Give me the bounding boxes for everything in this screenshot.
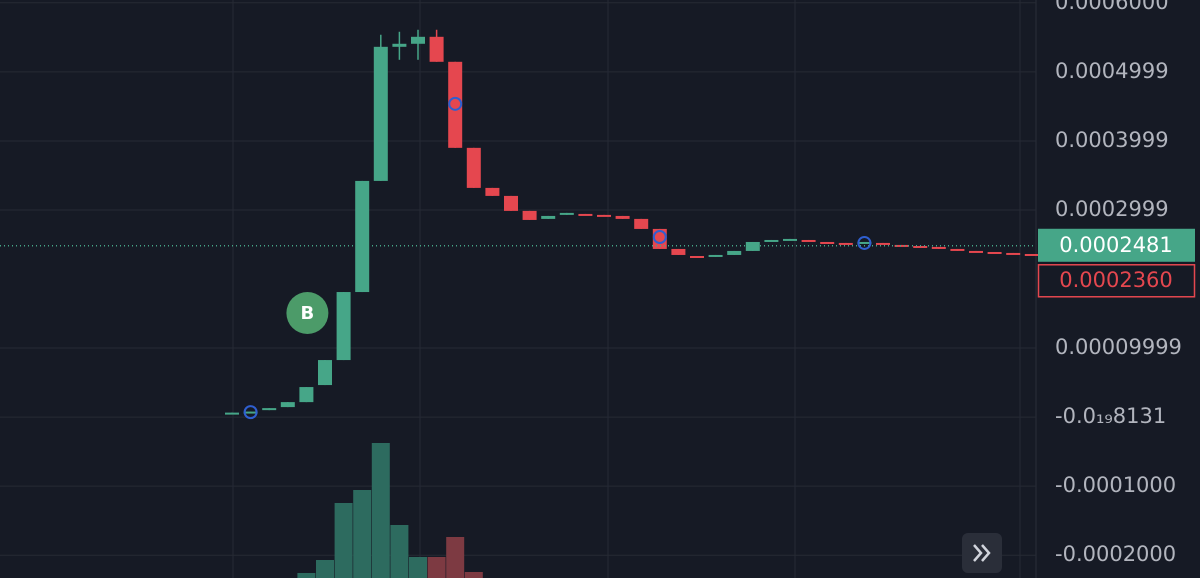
candle-body <box>838 242 853 245</box>
volume-bar <box>446 537 465 578</box>
candle-body <box>1006 252 1021 255</box>
candle-body <box>522 210 537 220</box>
candle-body <box>764 239 779 242</box>
trade-marker <box>652 230 667 245</box>
candle-body <box>950 248 965 251</box>
candle-body <box>690 255 704 258</box>
y-tick-label: 0.0004999 <box>1055 59 1169 83</box>
trade-marker <box>857 235 872 250</box>
candle-body <box>857 241 872 244</box>
y-tick-label: 0.0003999 <box>1055 128 1169 152</box>
candle-body <box>373 46 388 181</box>
candle-body <box>876 242 890 245</box>
candle-body <box>931 246 946 249</box>
candle-body <box>485 187 500 196</box>
y-tick-label: -0.0001000 <box>1055 473 1176 497</box>
y-tick-label: 0.0006000 <box>1055 0 1169 14</box>
volume-bar <box>316 560 334 578</box>
volume-bar <box>390 525 409 578</box>
candle-body <box>894 244 909 247</box>
volume-bar <box>464 572 483 578</box>
last-price-box <box>1038 228 1195 262</box>
y-tick-label: -0.0₁₉8131 <box>1055 404 1166 428</box>
candle-body <box>708 254 723 257</box>
candle-body <box>336 292 351 361</box>
candle-body <box>355 180 370 293</box>
trade-marker <box>448 96 463 111</box>
candle-body <box>299 387 314 403</box>
candle-body <box>652 228 667 249</box>
last-price-label: 0.0002481 <box>1059 233 1173 257</box>
candle-body <box>727 250 742 255</box>
candle-body <box>225 412 239 415</box>
scroll-icon[interactable] <box>973 544 991 562</box>
y-tick-label: 0.0002999 <box>1055 197 1169 221</box>
candle-body <box>243 411 258 414</box>
vertical-grid <box>232 0 1021 578</box>
candle-body <box>318 360 332 386</box>
volume-bar <box>297 573 316 578</box>
candle-body <box>783 238 797 241</box>
candle-body <box>820 241 835 244</box>
buy-badge <box>286 292 329 335</box>
volume-bar <box>334 503 353 578</box>
candle-body <box>429 36 444 62</box>
candle-body <box>411 36 425 44</box>
candle-body <box>280 402 295 408</box>
candle-body <box>392 43 407 47</box>
scroll-button[interactable] <box>962 533 1002 573</box>
buy-badge-text: B <box>301 303 315 324</box>
y-tick-label: 0.00009999 <box>1055 335 1182 359</box>
volume-bar <box>353 490 372 578</box>
candle-body <box>1024 253 1039 256</box>
mark-price-label: 0.0002360 <box>1059 268 1173 292</box>
candle-body <box>634 218 649 229</box>
volume-bar <box>409 557 427 578</box>
y-tick-label: -0.0002000 <box>1055 542 1176 566</box>
volume-bar <box>427 557 446 578</box>
candle-body <box>597 214 611 217</box>
candle-body <box>559 212 574 215</box>
mark-price-box <box>1037 264 1196 298</box>
candle-body <box>262 408 277 411</box>
candle-body <box>615 215 630 219</box>
trade-marker <box>243 405 258 420</box>
candle-body <box>987 251 1002 254</box>
volume-bar <box>371 443 390 578</box>
candle-body <box>466 147 481 188</box>
candle-body <box>969 250 983 253</box>
candle-body <box>504 195 518 211</box>
candle-body <box>541 215 556 219</box>
candle-body <box>801 239 816 242</box>
candle-body <box>578 213 593 216</box>
candle-body <box>913 245 928 248</box>
candle-body <box>671 248 686 255</box>
candle-body <box>448 61 463 148</box>
